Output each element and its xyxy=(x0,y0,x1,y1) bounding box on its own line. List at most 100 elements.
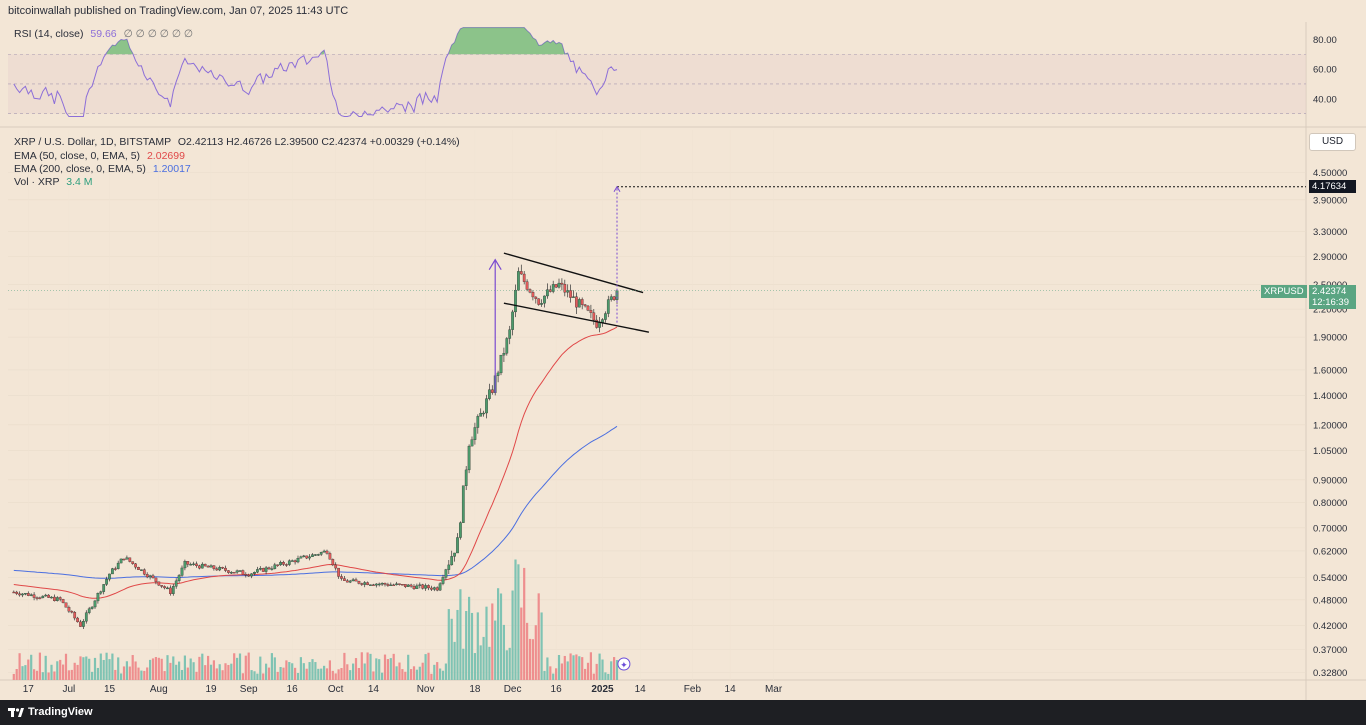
volume-bar xyxy=(180,669,184,680)
candle-body xyxy=(99,591,103,594)
candle-body xyxy=(253,572,256,574)
volume-bar xyxy=(404,671,407,680)
volume-bar xyxy=(125,661,128,680)
currency-selector[interactable]: USD xyxy=(1309,133,1356,151)
candle-body xyxy=(427,585,430,589)
candle-body xyxy=(575,296,578,308)
candle-body xyxy=(389,584,393,587)
volume-bar xyxy=(108,659,111,680)
volume-bar xyxy=(166,655,169,680)
candle-body xyxy=(229,572,233,574)
candle-body xyxy=(316,554,320,556)
volume-bar xyxy=(64,653,68,680)
candle-body xyxy=(557,282,561,288)
price-tick-label: 1.40000 xyxy=(1313,391,1347,402)
candle-body xyxy=(560,282,564,285)
candle-body xyxy=(598,322,601,328)
volume-bar xyxy=(491,603,494,680)
volume-bar xyxy=(511,590,514,680)
candle-body xyxy=(282,562,285,565)
candle-body xyxy=(435,587,439,591)
volume-bar xyxy=(151,658,155,680)
volume-bar xyxy=(352,663,355,680)
publish-text: bitcoinwallah published on TradingView.c… xyxy=(8,5,349,17)
candle-body xyxy=(508,329,512,339)
ema50-value: 2.02699 xyxy=(146,150,185,162)
candle-body xyxy=(108,573,111,580)
ema200-line xyxy=(13,425,618,579)
candle-body xyxy=(360,583,364,585)
candle-body xyxy=(279,562,282,566)
candle-body xyxy=(592,312,596,321)
candle-body xyxy=(519,271,523,275)
volume-bar xyxy=(302,663,305,680)
chart-background xyxy=(0,0,1366,700)
volume-bar xyxy=(410,669,413,680)
candle-body xyxy=(189,564,193,566)
candle-body xyxy=(38,597,42,599)
volume-bar xyxy=(314,662,317,680)
candle-body xyxy=(461,485,465,523)
candle-body xyxy=(485,398,488,414)
chart-canvas[interactable]: 4.500003.900003.300002.900002.500002.200… xyxy=(0,0,1366,700)
rsi-overbought-fill xyxy=(448,27,568,55)
candle-body xyxy=(209,565,213,568)
candle-body xyxy=(589,310,593,313)
volume-value: 3.4 M xyxy=(66,176,93,188)
rsi-label: RSI (14, close) xyxy=(14,28,84,40)
candle-body xyxy=(203,563,207,567)
candle-body xyxy=(314,554,317,556)
time-tick-label: Oct xyxy=(328,684,344,695)
volume-bar xyxy=(250,670,253,680)
time-tick-label: 16 xyxy=(287,684,299,695)
volume-bar xyxy=(99,653,102,680)
volume-bar xyxy=(485,606,488,680)
volume-bar xyxy=(207,655,210,680)
candle-body xyxy=(241,570,245,575)
candle-body xyxy=(482,412,485,415)
candle-body xyxy=(546,289,549,297)
candle-body xyxy=(421,584,425,589)
volume-bar xyxy=(221,670,224,680)
volume-bar xyxy=(520,607,523,680)
volume-bar xyxy=(505,650,508,680)
candle-body xyxy=(26,593,30,596)
candle-body xyxy=(258,568,262,570)
candle-body xyxy=(467,445,471,471)
candle-body xyxy=(453,552,456,557)
volume-bar xyxy=(346,664,349,680)
candle-body xyxy=(609,296,613,300)
volume-bar xyxy=(459,589,462,680)
volume-bar xyxy=(386,659,389,680)
candle-body xyxy=(270,568,274,570)
volume-bar xyxy=(276,671,279,680)
volume-bar xyxy=(149,659,152,680)
volume-bar xyxy=(137,667,140,680)
candle-body xyxy=(499,354,503,374)
volume-bar xyxy=(79,656,82,680)
volume-bar xyxy=(82,657,85,680)
candle-body xyxy=(380,583,384,585)
volume-bar xyxy=(613,657,616,680)
candle-body xyxy=(606,299,610,314)
time-tick-label: 17 xyxy=(23,684,35,695)
candle-body xyxy=(285,564,288,566)
candle-body xyxy=(142,569,146,575)
candle-body xyxy=(128,557,132,562)
time-tick-label: Feb xyxy=(684,684,702,695)
candle-body xyxy=(224,567,227,571)
candle-body xyxy=(325,550,329,554)
candle-body xyxy=(612,296,616,300)
volume-bar xyxy=(610,661,613,680)
candle-body xyxy=(583,304,587,307)
volume-bar xyxy=(499,593,503,680)
volume-bar xyxy=(227,664,230,680)
candle-body xyxy=(151,575,155,579)
event-marker-icon xyxy=(617,657,631,671)
candle-body xyxy=(148,575,152,578)
candle-body xyxy=(398,583,401,585)
volume-bar xyxy=(183,655,186,680)
volume-bar xyxy=(389,658,392,680)
candle-body xyxy=(122,558,126,561)
price-tick-label: 0.32800 xyxy=(1313,668,1347,679)
